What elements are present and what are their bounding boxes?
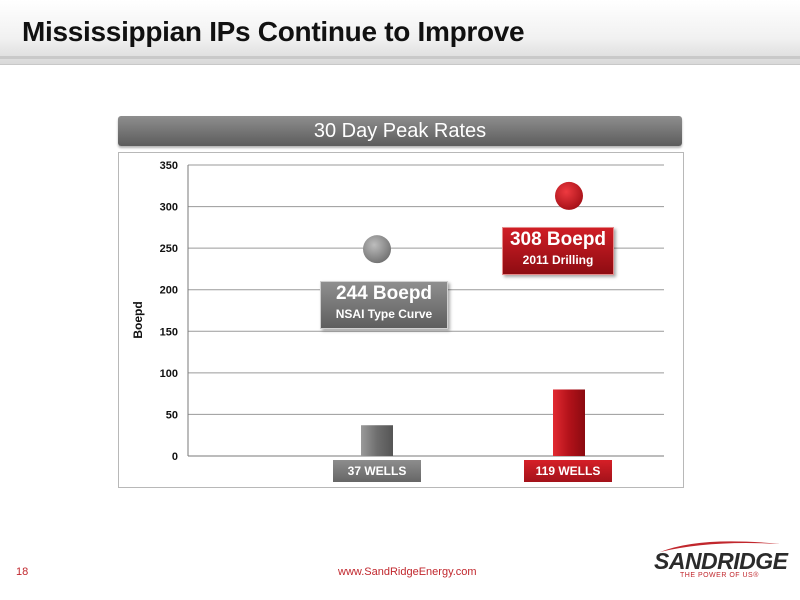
callout-2011-value: 308 Boepd [509, 229, 607, 250]
y-tick-label: 250 [160, 243, 178, 255]
category-label-37-wells: 37 WELLS [333, 460, 421, 482]
y-tick-label: 200 [160, 285, 178, 297]
y-tick-label: 300 [160, 202, 178, 214]
y-tick-label: 100 [160, 368, 178, 380]
y-tick-label: 150 [160, 326, 178, 338]
logo-wordmark: SANDRIDGE [654, 548, 788, 574]
y-tick-label: 50 [166, 409, 178, 421]
callout-2011-sub: 2011 Drilling [522, 253, 594, 267]
sandridge-logo: SANDRIDGE THE POWER OF US® [640, 538, 790, 586]
bar-37-wells [361, 425, 393, 456]
footer-url[interactable]: www.SandRidgeEnergy.com [338, 566, 477, 578]
callout-nsai: 244 Boepd NSAI Type Curve [320, 281, 448, 329]
page-number: 18 [16, 566, 29, 578]
y-tick-label: 0 [172, 451, 178, 463]
y-tick-label: 350 [160, 160, 178, 172]
title-bar: Mississippian IPs Continue to Improve [0, 0, 800, 65]
swoosh-icon [660, 541, 780, 552]
callout-nsai-value: 244 Boepd [335, 283, 433, 304]
peak-rate-point [363, 235, 391, 264]
callout-nsai-sub: NSAI Type Curve [335, 307, 433, 321]
title-underline [0, 56, 800, 59]
logo-tagline: THE POWER OF US® [680, 572, 759, 579]
page-title: Mississippian IPs Continue to Improve [22, 16, 525, 47]
y-axis-label: Boepd [131, 301, 145, 338]
callout-2011: 308 Boepd 2011 Drilling [502, 227, 614, 275]
category-label-119-wells: 119 WELLS [524, 460, 612, 482]
bar-119-wells [553, 389, 585, 456]
peak-rate-point [555, 181, 583, 210]
chart-title: 30 Day Peak Rates [118, 116, 682, 146]
